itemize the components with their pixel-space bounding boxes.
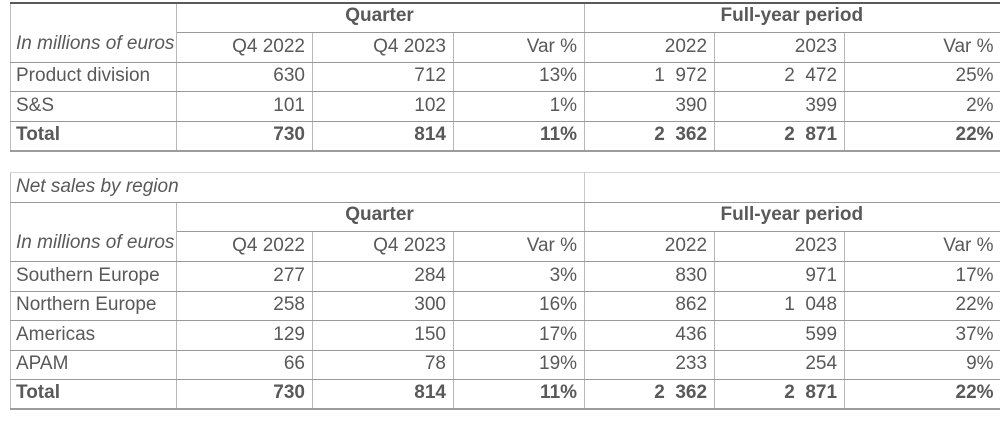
value-cell: 233 <box>584 350 716 380</box>
value-cell: 101 <box>176 91 313 122</box>
value-cell: 254 <box>714 350 846 380</box>
row-label: Product division <box>10 62 177 92</box>
row-label: Northern Europe <box>10 291 177 321</box>
value-cell: 17% <box>844 261 1000 292</box>
value-cell: 11% <box>453 121 586 152</box>
value-cell: 300 <box>312 291 454 321</box>
value-cell: 730 <box>176 121 313 152</box>
row-label: Total <box>10 121 177 152</box>
value-cell: 19% <box>453 350 586 380</box>
table-title-row: Net sales by region <box>10 172 1000 203</box>
table-title-spacer <box>584 172 1000 203</box>
value-cell: 971 <box>714 261 846 292</box>
value-cell: 630 <box>176 62 313 92</box>
value-cell: 9% <box>844 350 1000 380</box>
table-row: APAM 66 78 19% 233 254 9% <box>10 350 1000 380</box>
value-cell: 129 <box>176 320 313 351</box>
value-cell: 22% <box>844 379 1000 410</box>
col-header-var-fullyear: Var % <box>844 231 1000 262</box>
table-row: S&S 101 102 1% 390 399 2% <box>10 91 1000 122</box>
value-cell: 258 <box>176 291 313 321</box>
col-header-2023: 2023 <box>714 32 846 63</box>
value-cell: 399 <box>714 91 846 122</box>
value-cell: 284 <box>312 261 454 292</box>
value-cell: 436 <box>584 320 716 351</box>
col-header-2022: 2022 <box>584 231 716 262</box>
value-cell: 150 <box>312 320 454 351</box>
quarter-group-header: Quarter <box>176 3 586 33</box>
table-title: Net sales by region <box>10 172 586 203</box>
value-cell: 1% <box>453 91 586 122</box>
col-header-var-fullyear: Var % <box>844 32 1000 63</box>
value-cell: 13% <box>453 62 586 92</box>
table-row: Southern Europe 277 284 3% 830 971 17% <box>10 261 1000 292</box>
row-label: APAM <box>10 350 177 380</box>
value-cell: 730 <box>176 379 313 410</box>
row-label: Americas <box>10 320 177 351</box>
value-cell: 37% <box>844 320 1000 351</box>
net-sales-quarter-table: In millions of euros Quarter Full-year p… <box>10 2 1000 152</box>
value-cell: 830 <box>584 261 716 292</box>
col-header-2022: 2022 <box>584 32 716 63</box>
group-header-row: In millions of euros Quarter Full-year p… <box>10 202 1000 262</box>
row-label: Southern Europe <box>10 261 177 292</box>
value-cell: 2% <box>844 91 1000 122</box>
value-cell: 2 871 <box>714 121 846 152</box>
value-cell: 277 <box>176 261 313 292</box>
col-header-2023: 2023 <box>714 231 846 262</box>
value-cell: 2 871 <box>714 379 846 410</box>
table-row: Americas 129 150 17% 436 599 37% <box>10 320 1000 351</box>
table-row: Total 730 814 11% 2 362 2 871 22% <box>10 379 1000 410</box>
full-year-group-header: Full-year period <box>584 202 1000 232</box>
table-row: Product division 630 712 13% 1 972 2 472 25% <box>10 62 1000 92</box>
value-cell: 814 <box>312 379 454 410</box>
value-cell: 16% <box>453 291 586 321</box>
col-header-q4-2023: Q4 2023 <box>312 32 454 63</box>
value-cell: 1 048 <box>714 291 846 321</box>
value-cell: 712 <box>312 62 454 92</box>
quarter-group-header: Quarter <box>176 202 586 232</box>
group-header-row: In millions of euros Quarter Full-year p… <box>10 3 1000 63</box>
row-label: S&S <box>10 91 177 122</box>
net-sales-region-table: Net sales by region In millions of euros… <box>10 172 1000 410</box>
value-cell: 17% <box>453 320 586 351</box>
value-cell: 25% <box>844 62 1000 92</box>
col-header-var-quarter: Var % <box>453 32 586 63</box>
full-year-group-header: Full-year period <box>584 3 1000 33</box>
value-cell: 102 <box>312 91 454 122</box>
value-cell: 862 <box>584 291 716 321</box>
value-cell: 2 472 <box>714 62 846 92</box>
col-header-q4-2023: Q4 2023 <box>312 231 454 262</box>
value-cell: 599 <box>714 320 846 351</box>
value-cell: 3% <box>453 261 586 292</box>
value-cell: 78 <box>312 350 454 380</box>
col-header-q4-2022: Q4 2022 <box>176 32 313 63</box>
table-row: Northern Europe 258 300 16% 862 1 048 22% <box>10 291 1000 321</box>
column-header-row: Q4 2022 Q4 2023 Var % 2022 2023 Var % <box>11 32 1000 63</box>
units-label: In millions of euros <box>10 3 177 63</box>
column-header-row: Q4 2022 Q4 2023 Var % 2022 2023 Var % <box>11 231 1000 262</box>
units-label: In millions of euros <box>10 202 177 262</box>
row-label: Total <box>10 379 177 410</box>
value-cell: 22% <box>844 121 1000 152</box>
value-cell: 22% <box>844 291 1000 321</box>
value-cell: 11% <box>453 379 586 410</box>
table-row: Total 730 814 11% 2 362 2 871 22% <box>10 121 1000 152</box>
value-cell: 66 <box>176 350 313 380</box>
col-header-q4-2022: Q4 2022 <box>176 231 313 262</box>
value-cell: 390 <box>584 91 716 122</box>
col-header-var-quarter: Var % <box>453 231 586 262</box>
value-cell: 1 972 <box>584 62 716 92</box>
value-cell: 814 <box>312 121 454 152</box>
value-cell: 2 362 <box>584 379 716 410</box>
value-cell: 2 362 <box>584 121 716 152</box>
